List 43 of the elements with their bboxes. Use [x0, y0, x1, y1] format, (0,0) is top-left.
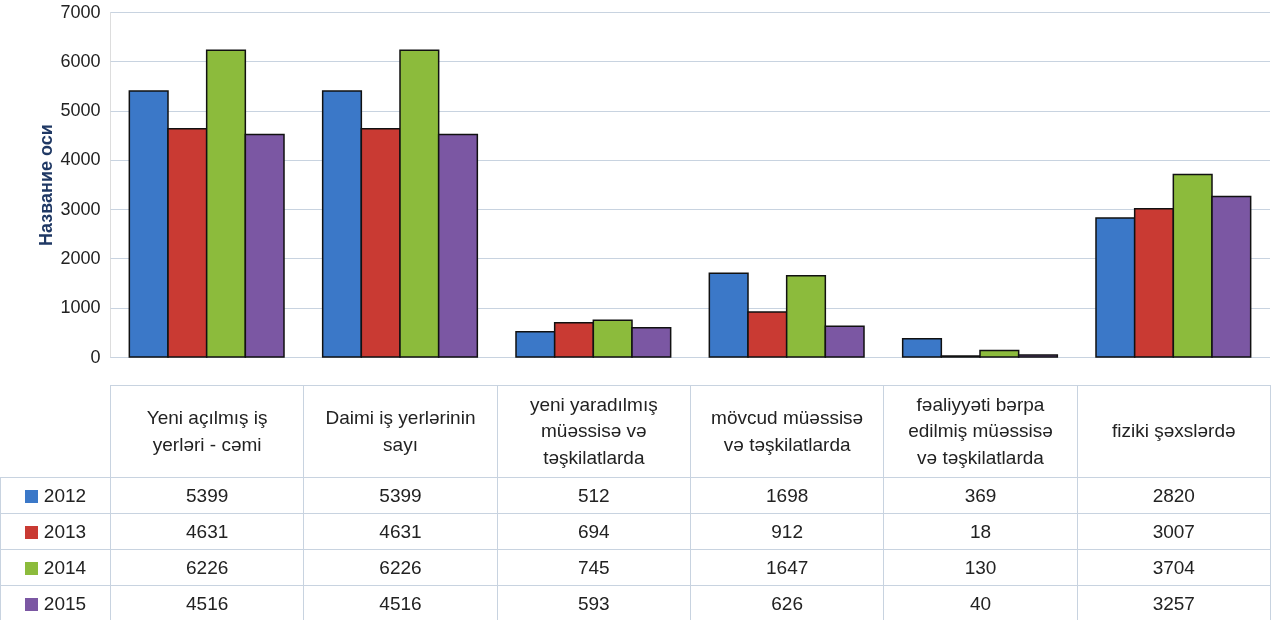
x-tick-label: fiziki şəxslərdə	[1077, 385, 1271, 478]
y-tick-label: 3000	[60, 198, 101, 219]
data-label: 1647	[690, 549, 884, 586]
x-tick-label: fəaliyyəti bərpa edilmiş müəssisə və təşkilatlarda	[883, 385, 1078, 478]
data-label: 40	[883, 585, 1078, 620]
x-tick-label: Daimi iş yerlərinin sayı	[303, 385, 498, 478]
data-label: 3704	[1077, 549, 1271, 586]
data-label: 369	[883, 477, 1078, 514]
data-label: 626	[690, 585, 884, 620]
y-tick-label: 5000	[60, 100, 101, 121]
data-label: 6226	[110, 549, 304, 586]
x-tick-label: yeni yaradılmış müəssisə və təşkilatlarda	[497, 385, 691, 478]
data-label: 4516	[303, 585, 498, 620]
data-label: 18	[883, 513, 1078, 550]
data-label: 5399	[110, 477, 304, 514]
data-label: 4631	[303, 513, 498, 550]
y-axis-title: Название оси	[36, 124, 57, 246]
data-label: 4631	[110, 513, 304, 550]
data-label: 6226	[303, 549, 498, 586]
legend-label: 2015	[0, 585, 111, 620]
legend-label: 2013	[0, 513, 111, 550]
data-label: 3257	[1077, 585, 1271, 620]
legend-label: 2014	[0, 549, 111, 586]
data-label: 1698	[690, 477, 884, 514]
data-label: 593	[497, 585, 691, 620]
data-label: 745	[497, 549, 691, 586]
data-label: 4516	[110, 585, 304, 620]
x-tick-label: Yeni açılmış iş yerləri - cəmi	[110, 385, 304, 478]
data-label: 5399	[303, 477, 498, 514]
y-tick-label: 1000	[60, 297, 101, 318]
data-label: 694	[497, 513, 691, 550]
y-tick-label: 0	[90, 346, 101, 367]
data-label: 912	[690, 513, 884, 550]
y-tick-label: 6000	[60, 50, 101, 71]
y-tick-label: 7000	[60, 1, 101, 22]
y-tick-label: 2000	[60, 247, 101, 268]
data-label: 2820	[1077, 477, 1271, 514]
data-label: 512	[497, 477, 691, 514]
x-tick-label: mövcud müəssisə və təşkilatlarda	[690, 385, 884, 478]
data-label: 130	[883, 549, 1078, 586]
data-label: 3007	[1077, 513, 1271, 550]
y-tick-label: 4000	[60, 149, 101, 170]
legend-label: 2012	[0, 477, 111, 514]
